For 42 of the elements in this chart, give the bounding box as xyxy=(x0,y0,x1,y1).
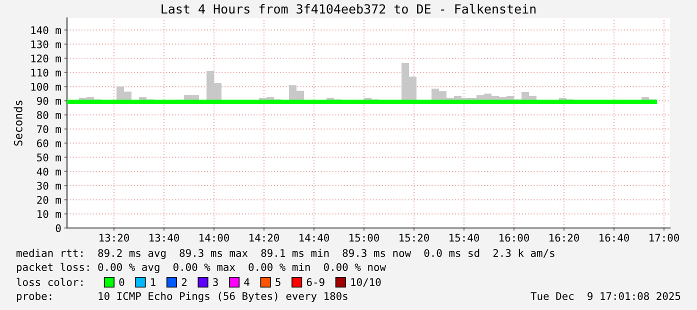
y-tick-label: 90 m xyxy=(37,96,61,105)
x-tick-label: 16:00 xyxy=(500,234,530,242)
y-tick-label: 120 m xyxy=(31,54,61,62)
legend-label: 3 xyxy=(213,278,218,286)
legend-label: 2 xyxy=(182,278,187,286)
text: median rtt: 89.2 ms avg 89.3 ms max 89.1 ms min 89.3 ms now 0.0 ms sd 2.3 k am/s xyxy=(16,248,554,260)
y-tick-label: 0 xyxy=(56,224,61,232)
y-axis-title: Seconds xyxy=(14,100,22,146)
x-tick-label: 16:20 xyxy=(550,234,579,242)
legend-label: 10/10 xyxy=(351,278,381,287)
x-tick-label: 15:40 xyxy=(450,234,480,242)
legend-label: 5 xyxy=(276,278,280,286)
y-tick-label: 140 m xyxy=(31,26,61,34)
x-tick-label: 16:40 xyxy=(600,234,630,242)
y-tick-label: 20 m xyxy=(37,196,61,204)
y-tick-label: 60 m xyxy=(37,139,61,148)
text: loss color: xyxy=(16,278,82,286)
legend-label: 4 xyxy=(244,278,250,286)
legend-label: 0 xyxy=(119,278,124,286)
x-tick-label: 13:40 xyxy=(150,234,180,242)
y-tick-label: 110 m xyxy=(31,68,61,77)
x-tick-label: 14:40 xyxy=(300,234,330,242)
y-tick-label: 130 m xyxy=(31,40,61,48)
legend-label: 6-9 xyxy=(306,278,324,286)
text: packet loss: 0.00 % avg 0.00 % max 0.00 % min 0.00 % now xyxy=(16,262,386,274)
y-tick-label: 50 m xyxy=(37,154,61,162)
x-tick-label: 14:20 xyxy=(250,234,279,242)
y-tick-label: 70 m xyxy=(37,125,61,134)
y-tick-label: 30 m xyxy=(37,182,61,190)
x-tick-label: 15:00 xyxy=(350,234,380,242)
legend-label: 1 xyxy=(151,278,156,286)
y-tick-label: 40 m xyxy=(36,168,61,176)
chart-title: Last 4 Hours from 3f4104eeb372 to DE - Falkenstein xyxy=(162,4,536,14)
y-tick-label: 10 m xyxy=(38,210,61,218)
x-tick-label: 13:20 xyxy=(100,234,129,242)
x-tick-label: 17:00 xyxy=(650,234,680,242)
y-tick-label: 80 m xyxy=(37,111,61,119)
text: Tue Dec 9 17:01:08 2025 xyxy=(530,292,680,300)
y-tick-label: 100 m xyxy=(31,82,61,91)
x-tick-label: 14:00 xyxy=(200,234,230,242)
x-tick-label: 15:20 xyxy=(400,234,429,242)
text: probe: 10 ICMP Echo Pings (56 Bytes) every 180s xyxy=(16,292,348,302)
